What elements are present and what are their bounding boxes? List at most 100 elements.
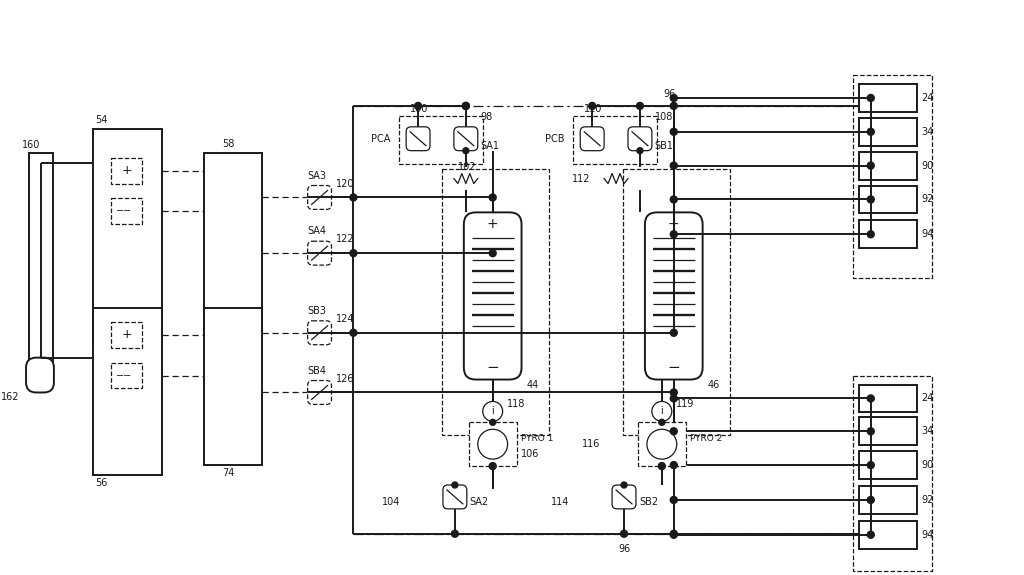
Bar	[111, 198, 142, 224]
Circle shape	[350, 250, 357, 256]
Text: 112: 112	[572, 174, 591, 183]
Text: 119: 119	[676, 400, 694, 409]
Circle shape	[637, 148, 643, 154]
Circle shape	[867, 94, 874, 101]
Circle shape	[621, 530, 628, 537]
Text: SA1: SA1	[480, 141, 500, 151]
Circle shape	[671, 102, 677, 109]
Text: 56: 56	[94, 478, 108, 488]
Circle shape	[463, 102, 469, 109]
Circle shape	[671, 94, 677, 101]
Text: 24: 24	[922, 393, 934, 404]
FancyBboxPatch shape	[307, 381, 332, 404]
Bar	[623, 168, 730, 435]
Bar	[853, 375, 933, 570]
Circle shape	[463, 148, 469, 154]
Circle shape	[671, 389, 677, 396]
Circle shape	[671, 231, 677, 237]
Circle shape	[415, 102, 422, 109]
Bar	[93, 308, 163, 475]
Circle shape	[867, 231, 874, 237]
Bar	[442, 168, 550, 435]
Bar	[859, 118, 916, 145]
Text: 106: 106	[520, 449, 539, 459]
Bar	[859, 385, 916, 412]
Circle shape	[671, 428, 677, 435]
Text: −: −	[668, 360, 680, 375]
FancyBboxPatch shape	[307, 242, 332, 265]
Text: 90: 90	[922, 160, 934, 171]
FancyBboxPatch shape	[307, 321, 332, 344]
FancyBboxPatch shape	[464, 212, 521, 380]
Circle shape	[671, 462, 677, 469]
Text: 74: 74	[222, 468, 234, 478]
Circle shape	[867, 162, 874, 169]
Bar	[638, 422, 686, 466]
Text: 100: 100	[410, 104, 428, 114]
Circle shape	[671, 329, 677, 336]
Text: 104: 104	[382, 497, 400, 507]
Text: 94: 94	[922, 229, 934, 239]
Text: 44: 44	[526, 380, 539, 389]
Bar	[399, 116, 482, 164]
Bar	[111, 363, 142, 389]
Text: PCA: PCA	[371, 134, 390, 144]
Text: 162: 162	[1, 393, 19, 402]
Text: +: +	[486, 217, 499, 231]
Text: 124: 124	[336, 314, 354, 324]
Circle shape	[452, 482, 458, 488]
Bar	[111, 158, 142, 183]
Bar	[859, 220, 916, 248]
Circle shape	[350, 329, 357, 336]
Text: 34: 34	[922, 426, 934, 436]
Text: +: +	[121, 164, 132, 177]
Text: 114: 114	[551, 497, 569, 507]
Text: 24: 24	[922, 93, 934, 103]
Bar	[859, 486, 916, 514]
Text: 46: 46	[708, 380, 720, 389]
Text: 92: 92	[922, 194, 934, 205]
Circle shape	[671, 531, 677, 538]
Text: 102: 102	[458, 162, 476, 171]
Text: 98: 98	[480, 112, 493, 122]
FancyBboxPatch shape	[581, 127, 604, 151]
Circle shape	[621, 482, 627, 488]
Circle shape	[463, 102, 469, 109]
Bar	[469, 422, 516, 466]
FancyBboxPatch shape	[443, 485, 467, 509]
Text: −−: −−	[117, 206, 133, 216]
Circle shape	[452, 530, 459, 537]
Text: 116: 116	[582, 439, 600, 449]
Text: 94: 94	[922, 530, 934, 540]
Text: 126: 126	[336, 374, 354, 384]
FancyBboxPatch shape	[612, 485, 636, 509]
Text: SA2: SA2	[470, 497, 488, 507]
Text: 92: 92	[922, 495, 934, 505]
Text: PYRO 1: PYRO 1	[520, 434, 553, 443]
FancyBboxPatch shape	[454, 127, 478, 151]
Text: 160: 160	[23, 140, 41, 150]
Text: 118: 118	[507, 400, 525, 409]
Text: SA4: SA4	[307, 227, 327, 236]
Circle shape	[671, 162, 677, 169]
Text: 58: 58	[222, 139, 234, 149]
Text: 122: 122	[336, 234, 354, 244]
Circle shape	[489, 419, 496, 426]
Circle shape	[671, 530, 677, 537]
Text: SB2: SB2	[639, 497, 658, 507]
Bar	[93, 129, 163, 346]
Text: 90: 90	[922, 460, 934, 470]
Text: 108: 108	[655, 112, 673, 122]
FancyBboxPatch shape	[26, 358, 54, 393]
Bar	[29, 153, 53, 382]
Bar	[573, 116, 656, 164]
Circle shape	[652, 401, 672, 421]
Circle shape	[867, 462, 874, 469]
Text: 54: 54	[94, 115, 108, 125]
Circle shape	[489, 194, 497, 201]
Bar	[853, 75, 933, 278]
Text: PCB: PCB	[545, 134, 564, 144]
FancyBboxPatch shape	[307, 186, 332, 209]
FancyBboxPatch shape	[628, 127, 652, 151]
Text: 110: 110	[585, 104, 602, 114]
